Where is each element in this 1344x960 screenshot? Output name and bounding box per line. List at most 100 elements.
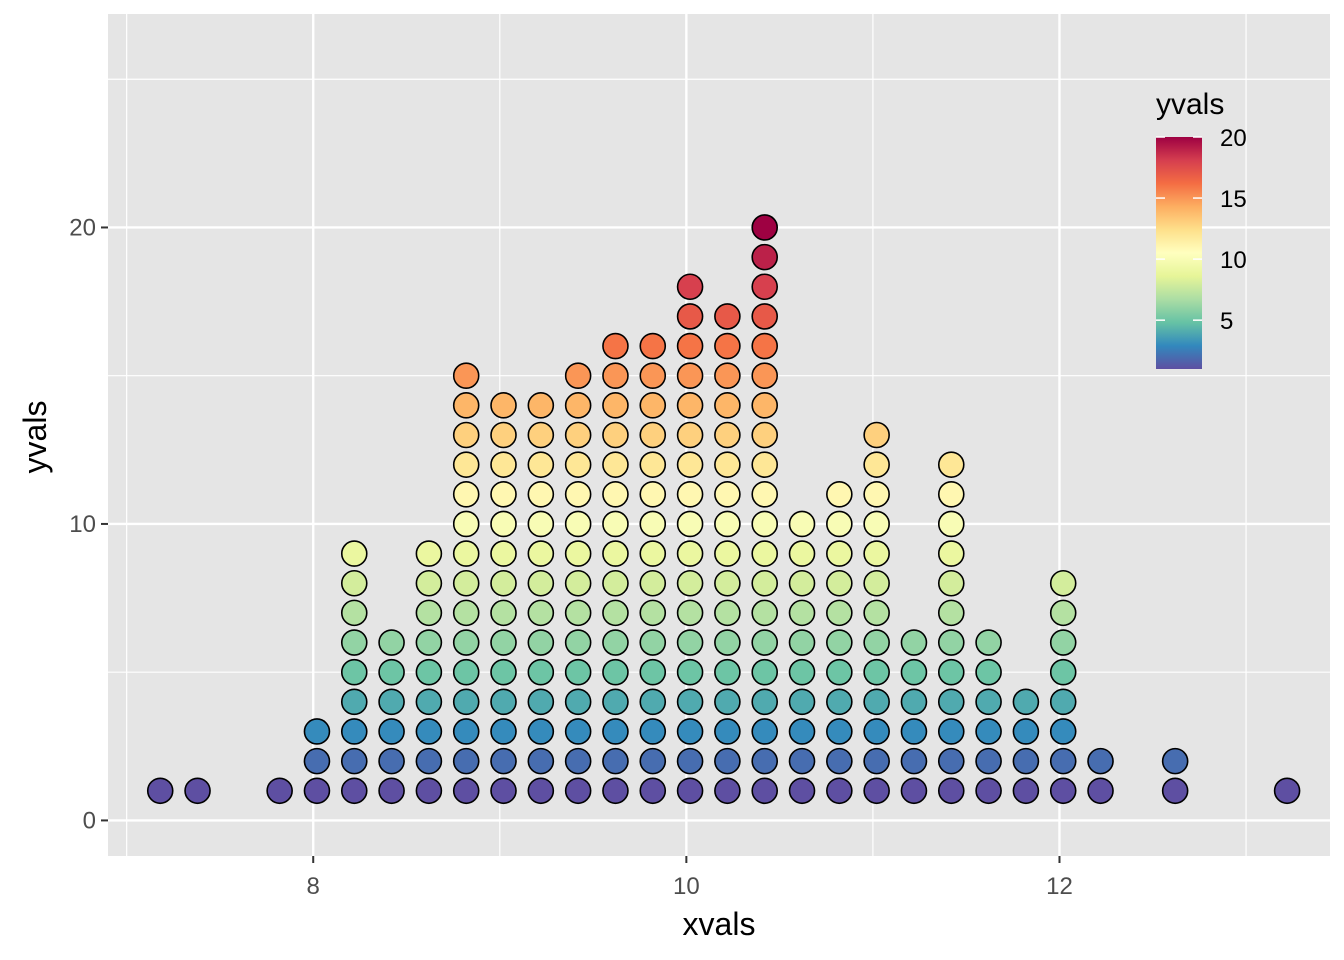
data-point bbox=[452, 569, 480, 597]
data-point bbox=[602, 540, 629, 567]
data-points bbox=[146, 214, 1301, 805]
data-point bbox=[900, 688, 928, 716]
data-point bbox=[602, 718, 629, 745]
data-point bbox=[1012, 747, 1040, 775]
data-point bbox=[975, 718, 1002, 745]
data-point bbox=[564, 480, 592, 508]
data-point bbox=[826, 629, 853, 656]
data-point bbox=[788, 747, 816, 775]
data-point bbox=[751, 510, 779, 538]
data-point bbox=[639, 658, 667, 686]
data-point bbox=[564, 599, 592, 627]
data-point bbox=[602, 599, 629, 627]
data-point bbox=[863, 451, 890, 478]
data-point bbox=[602, 658, 629, 686]
data-point bbox=[751, 332, 779, 360]
data-point bbox=[564, 510, 592, 538]
data-point bbox=[340, 599, 368, 627]
data-point bbox=[863, 718, 890, 745]
data-point bbox=[900, 718, 928, 745]
legend-colorbar bbox=[1156, 137, 1202, 369]
data-point bbox=[751, 273, 779, 301]
data-point bbox=[863, 480, 890, 508]
data-point bbox=[415, 718, 443, 745]
x-tick-label: 12 bbox=[1046, 873, 1073, 900]
data-point bbox=[714, 658, 741, 686]
data-point bbox=[490, 777, 517, 805]
data-point bbox=[303, 747, 331, 775]
data-point bbox=[564, 569, 592, 597]
data-point bbox=[602, 777, 629, 805]
data-point bbox=[788, 599, 816, 627]
data-point bbox=[714, 332, 741, 360]
data-point bbox=[714, 599, 741, 627]
data-point bbox=[602, 480, 629, 508]
data-point bbox=[937, 629, 965, 656]
data-point bbox=[527, 629, 555, 656]
data-point bbox=[714, 392, 741, 419]
data-point bbox=[714, 303, 741, 330]
data-point bbox=[490, 688, 517, 716]
data-point bbox=[602, 451, 629, 478]
data-point bbox=[863, 569, 890, 597]
data-point bbox=[1087, 747, 1114, 775]
data-point bbox=[639, 540, 667, 567]
data-point bbox=[676, 451, 704, 478]
data-point bbox=[676, 303, 704, 330]
data-point bbox=[714, 480, 741, 508]
data-point bbox=[490, 510, 517, 538]
data-point bbox=[639, 718, 667, 745]
data-point bbox=[639, 362, 667, 390]
data-point bbox=[378, 747, 405, 775]
x-tick-label: 8 bbox=[307, 873, 320, 900]
data-point bbox=[676, 392, 704, 419]
data-point bbox=[751, 658, 779, 686]
data-point bbox=[937, 480, 965, 508]
data-point bbox=[863, 658, 890, 686]
data-point bbox=[751, 747, 779, 775]
data-point bbox=[937, 777, 965, 805]
data-point bbox=[527, 421, 555, 449]
data-point bbox=[415, 540, 443, 567]
data-point bbox=[564, 688, 592, 716]
x-tick-label: 10 bbox=[673, 873, 700, 900]
data-point bbox=[1012, 777, 1040, 805]
y-tick-label: 0 bbox=[83, 807, 96, 834]
data-point bbox=[714, 569, 741, 597]
data-point bbox=[788, 718, 816, 745]
data-point bbox=[452, 421, 480, 449]
data-point bbox=[676, 777, 704, 805]
data-point bbox=[564, 451, 592, 478]
data-point bbox=[378, 777, 405, 805]
data-point bbox=[1273, 777, 1301, 805]
data-point bbox=[900, 629, 928, 656]
data-point bbox=[378, 658, 405, 686]
data-point bbox=[639, 451, 667, 478]
data-point bbox=[490, 658, 517, 686]
data-point bbox=[639, 569, 667, 597]
data-point bbox=[303, 718, 331, 745]
data-point bbox=[1049, 599, 1077, 627]
data-point bbox=[1012, 718, 1040, 745]
data-point bbox=[788, 688, 816, 716]
data-point bbox=[527, 777, 555, 805]
data-point bbox=[564, 540, 592, 567]
data-point bbox=[639, 332, 667, 360]
data-point bbox=[378, 688, 405, 716]
major-gridlines bbox=[108, 14, 1330, 856]
data-point bbox=[146, 777, 174, 805]
data-point bbox=[490, 747, 517, 775]
data-point bbox=[415, 747, 443, 775]
data-point bbox=[676, 332, 704, 360]
data-point bbox=[639, 480, 667, 508]
data-point bbox=[490, 480, 517, 508]
data-point bbox=[1049, 569, 1077, 597]
data-point bbox=[490, 629, 517, 656]
data-point bbox=[340, 658, 368, 686]
data-point bbox=[826, 480, 853, 508]
data-point bbox=[490, 540, 517, 567]
data-point bbox=[527, 451, 555, 478]
y-tick-label: 10 bbox=[69, 511, 96, 538]
data-point bbox=[826, 688, 853, 716]
data-point bbox=[863, 747, 890, 775]
